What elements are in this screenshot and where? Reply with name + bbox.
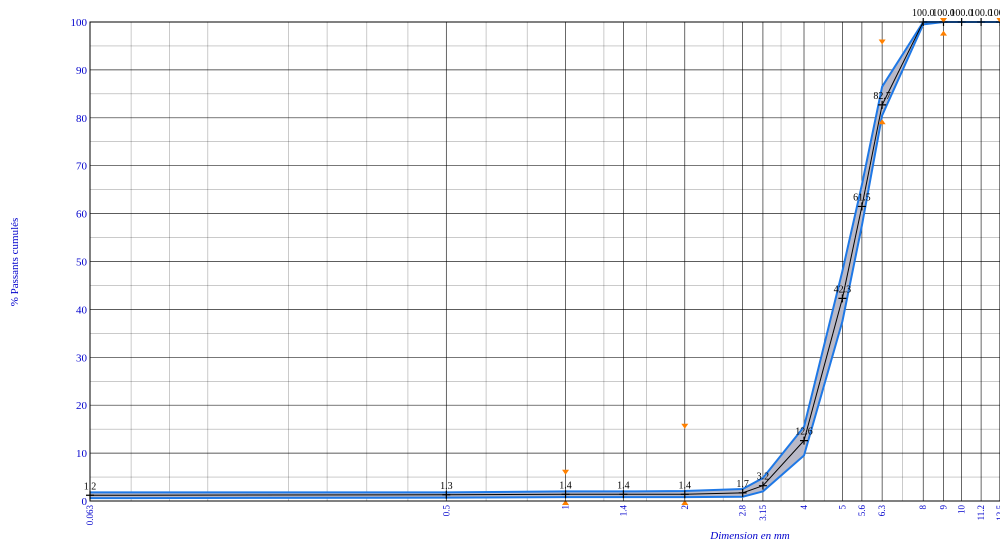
- x-tick-label: 9: [938, 505, 948, 510]
- data-label: 100.0: [912, 8, 935, 19]
- x-axis-title: Dimension en mm: [709, 530, 789, 542]
- data-label: 61.5: [853, 192, 871, 203]
- data-label: 1.4: [679, 480, 692, 491]
- y-axis-title: % Passants cumulés: [9, 218, 21, 307]
- x-tick-label: 1.4: [618, 505, 628, 517]
- x-tick-label: 0.5: [441, 505, 451, 517]
- x-tick-label: 1: [561, 505, 571, 510]
- grid: [90, 22, 1000, 501]
- y-tick-label: 30: [76, 352, 88, 364]
- x-tick-label: 5.6: [857, 505, 867, 517]
- data-label: 12.6: [795, 427, 813, 438]
- y-tick-label: 40: [76, 304, 88, 316]
- data-label: 100.0: [989, 8, 1000, 19]
- x-tick-label: 12.5: [995, 505, 1000, 521]
- data-label: 1.3: [440, 481, 453, 492]
- x-tick-label: 4: [799, 505, 809, 510]
- data-label: 42.3: [834, 284, 852, 295]
- x-tick-label: 3.15: [758, 505, 768, 521]
- data-label: 82.7: [873, 91, 891, 102]
- data-label: 1.7: [736, 479, 749, 490]
- y-tick-label: 100: [71, 17, 88, 29]
- data-label: 1.4: [559, 480, 572, 491]
- x-tick-label: 11.2: [976, 505, 986, 520]
- x-tick-label: 6.3: [877, 505, 887, 517]
- x-tick-label: 10: [957, 505, 967, 515]
- y-tick-label: 60: [76, 209, 88, 221]
- x-tick-label: 2.8: [738, 505, 748, 517]
- y-tick-label: 20: [76, 400, 88, 412]
- x-tick-label: 0.063: [85, 505, 95, 526]
- data-label: 1.4: [617, 480, 630, 491]
- x-tick-label: 5: [837, 505, 847, 510]
- data-label: 3.2: [757, 472, 770, 483]
- y-tick-label: 80: [76, 113, 88, 125]
- y-tick-label: 10: [76, 448, 88, 460]
- y-tick-label: 70: [76, 161, 88, 173]
- x-tick-label: 2: [680, 505, 690, 510]
- x-tick-label: 8: [918, 505, 928, 510]
- y-tick-label: 50: [76, 257, 88, 269]
- y-tick-label: 90: [76, 65, 88, 77]
